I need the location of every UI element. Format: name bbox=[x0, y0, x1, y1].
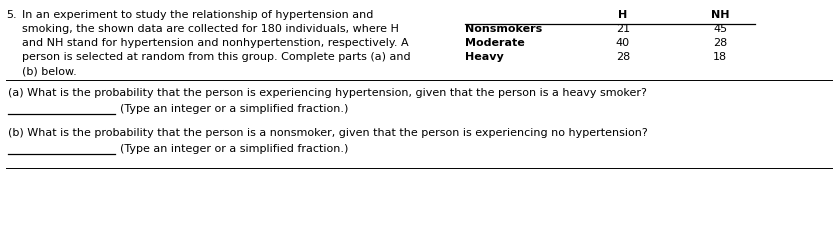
Text: Heavy: Heavy bbox=[465, 52, 504, 62]
Text: (b) below.: (b) below. bbox=[22, 66, 77, 76]
Text: 18: 18 bbox=[713, 52, 727, 62]
Text: 40: 40 bbox=[616, 38, 630, 48]
Text: Nonsmokers: Nonsmokers bbox=[465, 24, 542, 34]
Text: NH: NH bbox=[711, 10, 729, 20]
Text: and NH stand for hypertension and nonhypertenstion, respectively. A: and NH stand for hypertension and nonhyp… bbox=[22, 38, 409, 48]
Text: (Type an integer or a simplified fraction.): (Type an integer or a simplified fractio… bbox=[120, 144, 349, 154]
Text: 28: 28 bbox=[713, 38, 727, 48]
Text: 28: 28 bbox=[616, 52, 630, 62]
Text: H: H bbox=[618, 10, 628, 20]
Text: (a) What is the probability that the person is experiencing hypertension, given : (a) What is the probability that the per… bbox=[8, 88, 647, 98]
Text: In an experiment to study the relationship of hypertension and: In an experiment to study the relationsh… bbox=[22, 10, 374, 20]
Text: 21: 21 bbox=[616, 24, 630, 34]
Text: Moderate: Moderate bbox=[465, 38, 525, 48]
Text: 5.: 5. bbox=[6, 10, 17, 20]
Text: (Type an integer or a simplified fraction.): (Type an integer or a simplified fractio… bbox=[120, 104, 349, 114]
Text: 45: 45 bbox=[713, 24, 727, 34]
Text: (b) What is the probability that the person is a nonsmoker, given that the perso: (b) What is the probability that the per… bbox=[8, 128, 648, 138]
Text: smoking, the shown data are collected for 180 individuals, where H: smoking, the shown data are collected fo… bbox=[22, 24, 399, 34]
Text: person is selected at random from this group. Complete parts (a) and: person is selected at random from this g… bbox=[22, 52, 411, 62]
